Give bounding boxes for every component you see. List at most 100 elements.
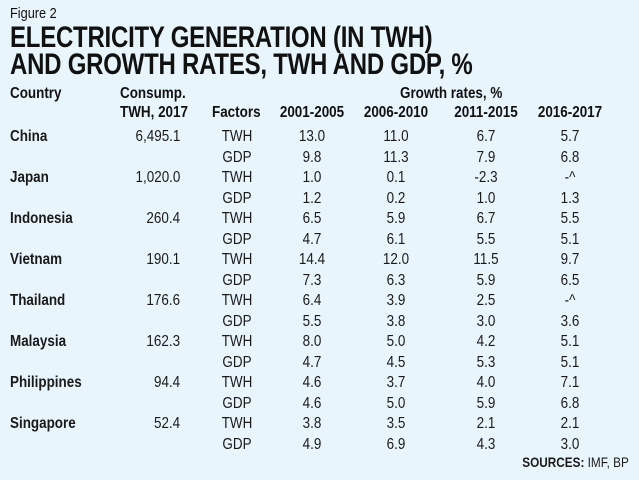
consumption-value: 94.4 [153,374,180,391]
growth-rate-value: 1.2 [302,189,322,207]
country-name: Philippines [10,374,82,391]
growth-rate-value: 3.0 [476,312,496,330]
header-period-3: 2011-2015 [454,104,518,121]
consumption-value: 1,020.0 [135,169,180,186]
growth-rate-value: 1.0 [302,169,322,186]
consumption-value: 260.4 [146,210,180,227]
consumption-value: 52.4 [153,415,180,432]
growth-rate-value: 5.7 [560,128,580,145]
growth-rate-value: 0.2 [386,189,406,207]
chart-title: ELECTRICITY GENERATION (IN TWH) AND GROW… [10,21,473,81]
growth-rate-value: 5.9 [386,210,406,227]
growth-rate-value: 4.7 [302,353,322,371]
growth-rate-value: 11.3 [383,148,409,166]
factor-label: GDP [222,230,252,248]
factor-label: TWH [221,415,253,432]
header-factors: Factors [212,104,261,121]
header-consumption-line-1: Consump. [120,85,186,102]
chart-title-line-1: ELECTRICITY GENERATION (IN TWH) [10,21,433,54]
factor-label: TWH [221,292,253,309]
growth-rate-value: 5.1 [560,353,580,371]
growth-rate-value: 14.4 [298,251,326,268]
growth-rate-value: 3.7 [386,374,406,391]
header-period-1: 2001-2005 [279,104,345,121]
growth-rate-value: 7.1 [560,374,580,391]
consumption-value: 190.1 [146,251,180,268]
growth-rate-value: 4.0 [476,374,496,391]
factor-label: GDP [222,353,252,371]
growth-rate-value: 3.6 [560,312,580,330]
growth-rate-value: 2.1 [476,415,496,432]
growth-rate-value: 4.6 [302,394,322,412]
growth-rate-value: 3.9 [386,292,406,309]
factor-label: TWH [221,333,253,350]
growth-rate-value: -^ [564,292,576,309]
growth-rate-value: 3.8 [302,415,322,432]
sources-note: SOURCES: IMF, BP [522,454,629,470]
growth-rate-value: 7.9 [476,148,496,166]
growth-rate-value: 5.5 [560,210,580,227]
growth-rate-value: 6.3 [386,271,406,289]
sources-label: SOURCES: [522,454,585,470]
growth-rate-value: 6.8 [560,148,580,166]
growth-rate-value: 12.0 [382,251,410,268]
growth-rate-value: 1.0 [476,189,496,207]
growth-rate-value: 0.1 [386,169,406,186]
growth-rate-value: 6.5 [560,271,580,289]
growth-rate-value: 3.0 [560,435,580,453]
growth-rate-value: 3.5 [386,415,406,432]
factor-label: TWH [221,251,253,268]
figure-label: Figure 2 [10,5,57,22]
country-name: Indonesia [10,210,73,227]
growth-rate-value: 4.9 [302,435,322,453]
growth-rate-value: 7.3 [302,271,322,289]
growth-rate-value: 9.7 [560,251,580,268]
growth-rate-value: 2.5 [476,292,496,309]
growth-rate-value: 6.9 [386,435,406,453]
growth-rate-value: 6.4 [302,292,322,309]
growth-rate-value: 6.8 [560,394,580,412]
country-name: Malaysia [10,333,67,350]
growth-rate-value: 5.9 [476,271,496,289]
header-period-2: 2006-2010 [363,104,429,121]
growth-rate-value: 5.0 [386,333,406,350]
growth-rate-value: 6.7 [476,128,496,145]
growth-rate-value: 5.0 [386,394,406,412]
growth-rate-value: 4.5 [386,353,406,371]
growth-rate-value: 4.7 [302,230,322,248]
header-country: Country [10,85,62,102]
growth-rate-value: 11.5 [473,251,499,268]
factor-label: GDP [222,271,252,289]
country-name: China [10,128,48,145]
country-name: Thailand [10,292,66,309]
growth-rate-value: 4.3 [476,435,496,453]
header-consumption-line-2: TWH, 2017 [120,104,188,121]
country-name: Japan [10,169,49,186]
factor-label: TWH [221,374,253,391]
growth-rate-value: 5.1 [560,230,580,248]
sources-text: IMF, BP [584,454,629,470]
growth-rate-value: 13.0 [298,128,326,145]
growth-rate-value: 6.7 [476,210,496,227]
growth-rate-value: 4.6 [302,374,322,391]
header-period-4: 2016-2017 [537,104,603,121]
chart-title-line-2: AND GROWTH RATES, TWH AND GDP, % [10,48,473,81]
factor-label: GDP [222,189,252,207]
growth-rate-value: 3.8 [386,312,406,330]
country-name: Singapore [10,415,76,432]
growth-rate-value: 4.2 [476,333,496,350]
growth-rate-value: -^ [564,169,576,186]
factor-label: GDP [222,148,252,166]
growth-rate-value: 5.1 [560,333,580,350]
growth-rate-value: 5.5 [302,312,322,330]
country-name: Vietnam [10,251,63,268]
growth-rate-value: 5.9 [476,394,496,412]
consumption-value: 176.6 [146,292,180,309]
growth-rate-value: 11.0 [383,128,409,145]
factor-label: GDP [222,312,252,330]
growth-rate-value: 5.3 [476,353,496,371]
growth-rate-value: 8.0 [302,333,322,350]
header-growth-rates: Growth rates, % [400,85,503,102]
growth-rate-value: 6.5 [302,210,322,227]
consumption-value: 6,495.1 [135,128,180,145]
